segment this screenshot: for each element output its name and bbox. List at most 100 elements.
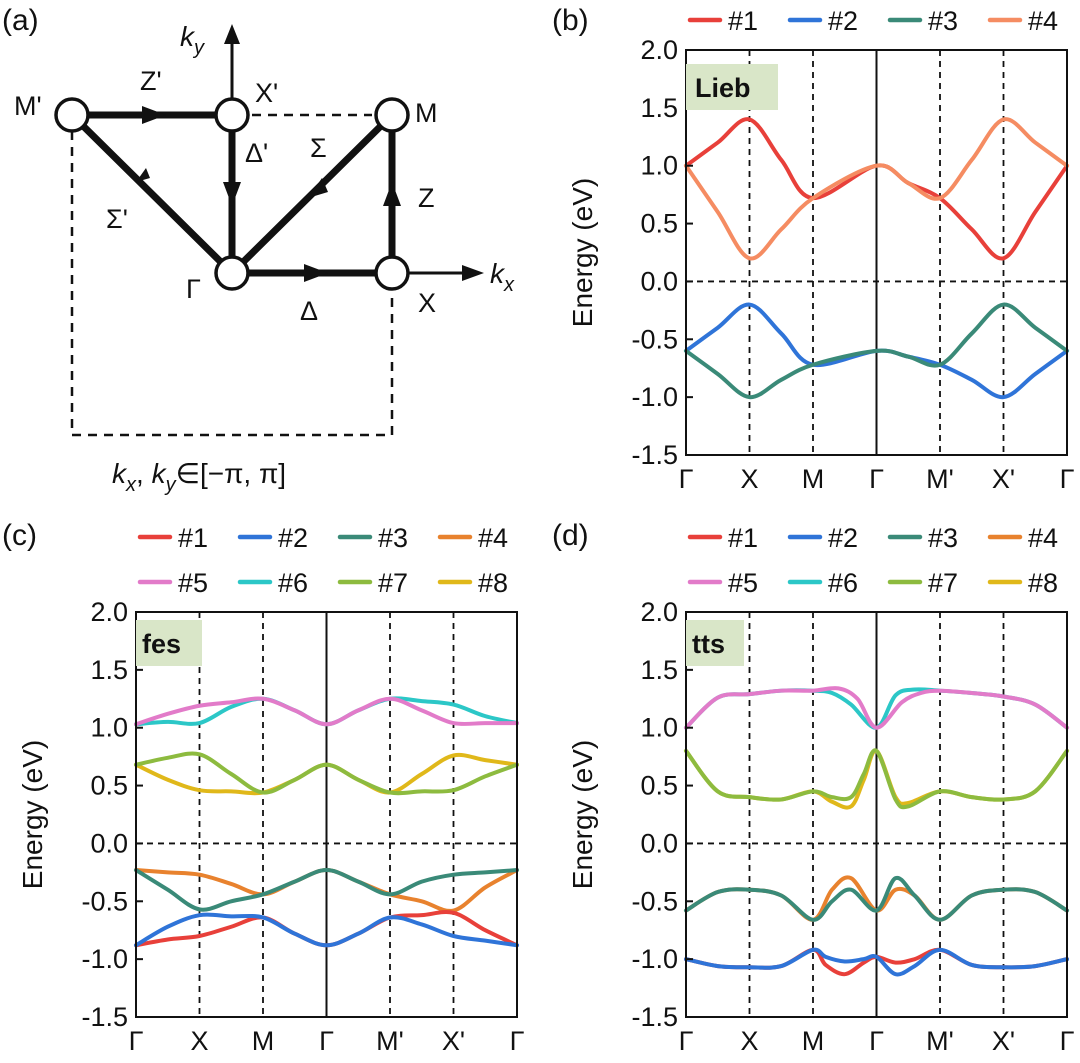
y-tick-label: 0.0: [90, 828, 128, 858]
x-tick-label: Γ: [319, 1026, 334, 1056]
label-m: M: [415, 98, 438, 128]
x-tick-label: Γ: [869, 1026, 884, 1056]
legend-label-4: #4: [1028, 6, 1058, 36]
label-sigma: Σ: [310, 133, 327, 163]
ky-axis-label: ky: [180, 21, 205, 59]
x-tick-label: X: [740, 1026, 758, 1056]
legend-label-5: #5: [178, 568, 208, 598]
y-tick-label: 0.0: [640, 266, 678, 296]
kx-axis-arrow: [462, 265, 484, 281]
y-tick-label: 2.0: [640, 597, 678, 627]
x-tick-label: M': [376, 1026, 404, 1056]
tag-d: tts: [692, 629, 725, 659]
x-tick-label: X': [992, 1026, 1015, 1056]
band-3-line: [684, 302, 1069, 400]
panel-b-label: (b): [552, 4, 589, 37]
x-tick-label: Γ: [1060, 464, 1075, 494]
y-axis-label: Energy (eV): [17, 740, 48, 889]
y-tick-label: 2.0: [640, 35, 678, 65]
panel-a-label: (a): [2, 4, 39, 37]
y-tick-label: 0.5: [640, 771, 678, 801]
legend-label-5: #5: [728, 568, 758, 598]
legend-label-6: #6: [828, 568, 858, 598]
arrow-sigma: [308, 178, 328, 198]
y-tick-label: 0.0: [640, 828, 678, 858]
x-tick-label: M: [802, 464, 825, 494]
plot-c: 2.01.51.00.50.0-0.5-1.0-1.5Γ X M Γ M' X' ΓEner…: [17, 597, 525, 1056]
y-tick-label: 1.5: [90, 655, 128, 685]
plot-frame: [685, 611, 1068, 1018]
legend-label-3: #3: [928, 523, 958, 553]
y-tick-label: 1.0: [640, 151, 678, 181]
y-tick-label: -1.5: [631, 440, 678, 470]
ky-axis-arrow: [224, 24, 240, 44]
legend-label-8: #8: [478, 568, 508, 598]
tag-c-bg: [136, 620, 202, 666]
label-m-prime: M': [14, 91, 42, 121]
x-tick-label: M: [802, 1026, 825, 1056]
x-tick-label: M': [926, 464, 954, 494]
y-tick-label: -0.5: [81, 886, 128, 916]
x-tick-label: X': [442, 1026, 465, 1056]
panel-d: (d) #1 #2 #3 #4 #5 #6 #7 #8 2.0 1.5 1.0 0.5 0.0 -0.5…: [552, 519, 1075, 1056]
band-2-line: [684, 947, 1069, 977]
y-tick-label: -0.5: [631, 324, 678, 354]
x-tick-label: Γ: [129, 1026, 144, 1056]
y-tick-label: -0.5: [631, 886, 678, 916]
k-range-text: kx, ky∈[−π, π]: [112, 458, 286, 496]
band-4-line: [684, 117, 1069, 261]
y-tick-label: -1.5: [631, 1002, 678, 1032]
legend-label-1: #1: [178, 523, 208, 553]
band-5-line: [684, 686, 1069, 730]
x-tick-label: Γ: [679, 464, 694, 494]
x-tick-label: Γ: [1060, 1026, 1075, 1056]
y-tick-label: 1.0: [640, 713, 678, 743]
legend-b: #1 #2 #3 #4: [687, 6, 1058, 36]
legend-label-8: #8: [1028, 568, 1058, 598]
y-tick-label: 1.5: [640, 93, 678, 123]
y-axis-label: Energy (eV): [567, 740, 598, 889]
panel-a: (a): [2, 4, 515, 496]
kx-axis-label: kx: [490, 258, 515, 296]
panel-d-label: (d): [552, 519, 589, 552]
band-5-line: [134, 696, 519, 727]
band-2-line: [134, 912, 519, 948]
y-tick-label: -1.5: [81, 1002, 128, 1032]
y-tick-label: 0.5: [90, 771, 128, 801]
label-gamma: Γ: [186, 274, 201, 304]
arrow-z-prime: [142, 106, 166, 124]
bz-boundary-dashed: [70, 115, 394, 437]
arrow-z: [383, 182, 401, 206]
plot-d: 2.01.51.00.50.0-0.5-1.0-1.5Γ X M Γ M' X' ΓEner…: [567, 597, 1075, 1056]
label-x: X: [418, 288, 436, 318]
legend-label-2: #2: [828, 523, 858, 553]
panel-b: (b) #1 #2 #3 #4 2.0 1.5 1.0 0.5 0.0 -0.5 -1.0 -1.5…: [552, 4, 1075, 494]
label-x-prime: X': [255, 78, 278, 108]
plot-frame: [685, 49, 1068, 456]
point-x-prime: [214, 97, 250, 133]
panel-c: (c) #1 #2 #3 #4 #5 #6 #7 #8 2.0 1.5 1.0 0.5 0.0 -0.5…: [2, 519, 525, 1056]
y-tick-label: -1.0: [631, 944, 678, 974]
y-tick-label: 1.5: [640, 655, 678, 685]
tag-d-bg: [686, 620, 744, 666]
band-3-line: [134, 868, 519, 912]
plot-b: 2.01.51.00.50.0-0.5-1.0-1.5Γ X M Γ M' X' ΓEner…: [567, 35, 1075, 494]
legend-label-2: #2: [828, 6, 858, 36]
point-gamma: [214, 255, 250, 291]
label-z-prime: Z': [140, 66, 162, 96]
x-tick-label: X': [992, 464, 1015, 494]
arrow-sigma-prime: [136, 168, 150, 182]
point-x: [374, 255, 410, 291]
y-axis-label: Energy (eV): [567, 178, 598, 327]
label-z: Z: [418, 183, 435, 213]
x-tick-label: Γ: [510, 1026, 525, 1056]
band-7-line: [134, 751, 519, 796]
tag-b: Lieb: [695, 73, 751, 103]
x-tick-label: Γ: [869, 464, 884, 494]
legend-label-7: #7: [928, 568, 958, 598]
x-tick-label: M: [252, 1026, 275, 1056]
x-tick-label: X: [740, 464, 758, 494]
legend-label-7: #7: [378, 568, 408, 598]
legend-label-3: #3: [378, 523, 408, 553]
